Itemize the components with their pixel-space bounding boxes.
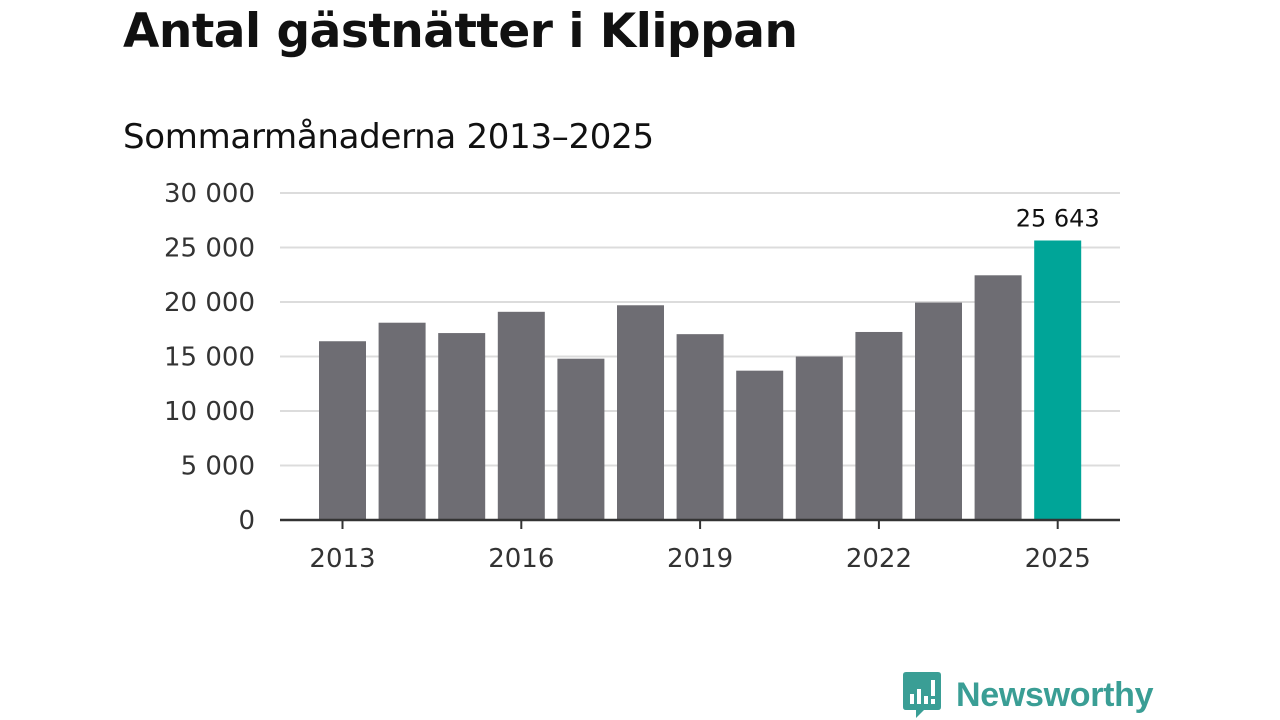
bar-2017 — [557, 358, 605, 520]
y-tick-label: 30 000 — [164, 179, 255, 209]
y-tick-label: 0 — [238, 506, 255, 536]
chart-subtitle: Sommarmånaderna 2013–2025 — [123, 117, 654, 157]
bar-2025 — [1034, 240, 1082, 520]
x-tick-label: 2025 — [1025, 544, 1091, 574]
x-tick-label: 2022 — [846, 544, 912, 574]
y-tick-label: 20 000 — [164, 288, 255, 318]
bar-2020 — [736, 370, 784, 520]
y-tick-label: 10 000 — [164, 397, 255, 427]
bars — [319, 240, 1082, 520]
axes: 0 5 000 10 000 15 000 20 000 25 000 30 000 25 6… — [164, 179, 1120, 574]
bar-2019 — [676, 334, 724, 520]
y-tick-label: 15 000 — [164, 343, 255, 373]
bar-chart: 0 5 000 10 000 15 000 20 000 25 000 30 000 25 6… — [164, 179, 1120, 574]
bar-2024 — [974, 275, 1022, 520]
y-tick-label: 5 000 — [181, 452, 255, 482]
y-tick-label: 25 000 — [164, 234, 255, 264]
x-tick-label: 2016 — [488, 544, 554, 574]
bar-2023 — [915, 302, 962, 520]
bar-2021 — [795, 356, 843, 520]
bar-2014 — [378, 322, 426, 520]
brand-name: Newsworthy — [956, 675, 1154, 714]
data-label: 25 643 — [1016, 204, 1100, 232]
bar-2022 — [855, 331, 903, 520]
bar-2013 — [319, 341, 366, 520]
chart-title: Antal gästnätter i Klippan — [123, 4, 798, 59]
newsworthy-logo-icon — [903, 672, 941, 718]
bar-2015 — [438, 333, 486, 520]
bar-2018 — [617, 305, 664, 520]
brand-logo: Newsworthy — [902, 670, 1154, 720]
bar-2016 — [497, 311, 545, 520]
x-tick-label: 2019 — [667, 544, 733, 574]
x-tick-label: 2013 — [309, 544, 375, 574]
